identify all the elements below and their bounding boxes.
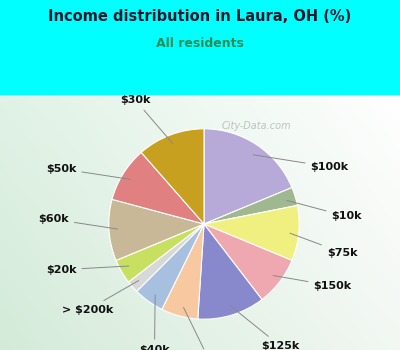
Text: > $200k: > $200k bbox=[62, 281, 139, 315]
Text: $75k: $75k bbox=[290, 233, 357, 258]
Text: $125k: $125k bbox=[230, 306, 299, 350]
Text: $200k: $200k bbox=[184, 307, 228, 350]
Text: $20k: $20k bbox=[46, 265, 129, 275]
Text: $60k: $60k bbox=[38, 214, 118, 229]
Text: $40k: $40k bbox=[139, 295, 170, 350]
Wedge shape bbox=[141, 129, 204, 224]
Text: Income distribution in Laura, OH (%): Income distribution in Laura, OH (%) bbox=[48, 9, 352, 24]
Wedge shape bbox=[112, 152, 204, 224]
Wedge shape bbox=[204, 224, 292, 300]
Text: $30k: $30k bbox=[120, 95, 173, 144]
Wedge shape bbox=[128, 224, 204, 291]
Wedge shape bbox=[198, 224, 262, 319]
Text: $50k: $50k bbox=[46, 164, 130, 179]
Wedge shape bbox=[162, 224, 204, 319]
Wedge shape bbox=[116, 224, 204, 282]
Text: City-Data.com: City-Data.com bbox=[222, 121, 291, 131]
Wedge shape bbox=[204, 205, 299, 260]
Wedge shape bbox=[204, 188, 297, 224]
Wedge shape bbox=[137, 224, 204, 309]
Text: All residents: All residents bbox=[156, 37, 244, 50]
Wedge shape bbox=[204, 129, 292, 224]
Text: $100k: $100k bbox=[253, 155, 349, 172]
Wedge shape bbox=[109, 199, 204, 260]
Text: $150k: $150k bbox=[273, 275, 352, 291]
Text: $10k: $10k bbox=[287, 201, 362, 222]
